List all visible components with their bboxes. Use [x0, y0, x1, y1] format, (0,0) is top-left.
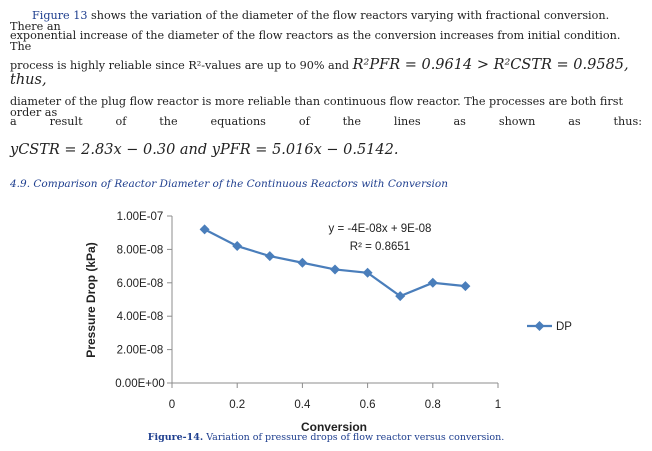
- equation-line: yCSTR = 2.83x − 0.30 and yPFR = 5.016x −…: [10, 143, 642, 158]
- word: of: [115, 115, 127, 128]
- legend-label: DP: [556, 321, 572, 333]
- y-axis-title: Pressure Drop (kPa): [84, 242, 98, 357]
- section-heading: 4.9. Comparison of Reactor Diameter of t…: [10, 178, 448, 190]
- word: the: [342, 115, 361, 128]
- equation: yCSTR = 2.83x − 0.30 and yPFR = 5.016x −…: [10, 142, 399, 158]
- paragraph-line-5: a result of the equations of the lines a…: [10, 116, 642, 127]
- x-tick-label: 0.8: [425, 399, 441, 411]
- r-squared-value: R² = 0.8651: [350, 241, 410, 253]
- paragraph-line-1: Figure 13 shows the variation of the dia…: [10, 10, 642, 32]
- y-tick-label: 0.00E+00: [115, 378, 165, 390]
- paragraph-line-3: process is highly reliable since R²-valu…: [10, 58, 642, 87]
- data-point-marker: [264, 251, 275, 262]
- data-point-marker: [395, 291, 406, 302]
- y-tick-label: 1.00E-07: [117, 211, 164, 223]
- data-point-marker: [232, 241, 243, 252]
- paragraph-line-2: exponential increase of the diameter of …: [10, 30, 642, 52]
- trendline-equation: y = -4E-08x + 9E-08: [329, 223, 432, 235]
- x-tick-label: 0.6: [360, 399, 376, 411]
- y-tick-label: 4.00E-08: [117, 311, 164, 323]
- word: a: [10, 115, 17, 128]
- paragraph-text: exponential increase of the diameter of …: [10, 29, 621, 54]
- y-tick-label: 6.00E-08: [117, 278, 164, 290]
- series-line-dp: [204, 228, 466, 298]
- figure-caption-text: Variation of pressure drops of flow reac…: [203, 432, 505, 443]
- word: result: [49, 115, 83, 128]
- figure-caption: Figure-14. Variation of pressure drops o…: [0, 432, 652, 443]
- x-axis-title: Conversion: [301, 420, 367, 434]
- word: equations: [210, 115, 266, 128]
- word: shown: [498, 115, 536, 128]
- word: of: [298, 115, 310, 128]
- y-tick-label: 8.00E-08: [117, 244, 164, 256]
- paragraph-text: process is highly reliable since R²-valu…: [10, 59, 353, 72]
- data-point-marker: [199, 224, 210, 235]
- x-tick-label: 0: [169, 399, 175, 411]
- word: the: [159, 115, 178, 128]
- r-squared-comparison: R²PFR = 0.9614 > R²CSTR = 0.9585, thus,: [10, 57, 629, 88]
- data-point-marker: [460, 281, 471, 292]
- data-point-marker: [362, 267, 373, 278]
- r-squared-comparison-text: R²PFR = 0.9614 > R²CSTR = 0.9585, thus,: [10, 57, 629, 88]
- data-point-marker: [297, 257, 308, 268]
- paragraph-line-4: diameter of the plug flow reactor is mor…: [10, 96, 642, 118]
- paragraph-text: diameter of the plug flow reactor is mor…: [10, 95, 623, 120]
- figure-caption-label: Figure-14.: [147, 432, 204, 443]
- x-tick-label: 1: [495, 399, 501, 411]
- word: thus:: [613, 115, 642, 128]
- word: as: [568, 115, 581, 128]
- legend-marker: [534, 321, 545, 331]
- y-tick-label: 2.00E-08: [117, 345, 164, 357]
- x-tick-label: 0.4: [294, 399, 311, 411]
- paragraph-text: shows the variation of the diameter of t…: [10, 9, 610, 34]
- data-point-marker: [330, 264, 340, 275]
- figure-reference-link[interactable]: Figure 13: [32, 9, 88, 22]
- x-tick-label: 0.2: [229, 399, 245, 411]
- word: lines: [393, 115, 421, 128]
- word: as: [453, 115, 466, 128]
- data-point-marker: [427, 277, 438, 288]
